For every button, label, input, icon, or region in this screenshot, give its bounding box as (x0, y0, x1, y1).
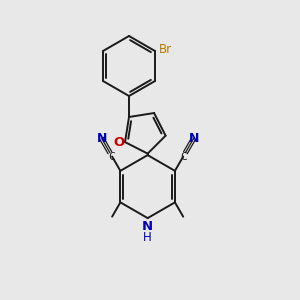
Text: C: C (180, 152, 187, 162)
Text: N: N (142, 220, 153, 232)
Text: O: O (113, 136, 125, 148)
Text: H: H (143, 231, 152, 244)
Text: N: N (96, 132, 107, 145)
Text: N: N (188, 132, 199, 145)
Text: Br: Br (159, 43, 172, 56)
Text: C: C (109, 152, 116, 162)
